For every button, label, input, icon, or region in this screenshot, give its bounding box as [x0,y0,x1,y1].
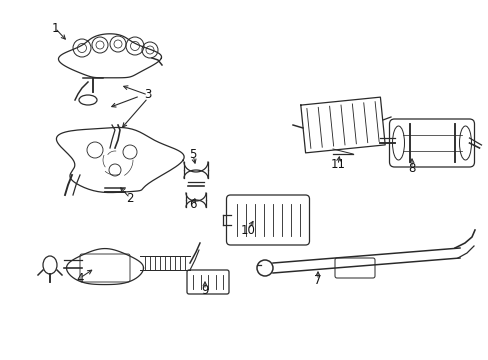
Text: 7: 7 [314,274,321,287]
Text: 10: 10 [240,224,255,237]
Text: 5: 5 [189,148,196,162]
Text: 3: 3 [144,89,151,102]
Text: 8: 8 [407,162,415,175]
Text: 1: 1 [51,22,59,35]
Text: 11: 11 [330,158,345,171]
Text: 6: 6 [189,198,196,211]
Text: 2: 2 [126,192,134,204]
Text: 9: 9 [201,284,208,297]
Text: 4: 4 [76,271,83,284]
